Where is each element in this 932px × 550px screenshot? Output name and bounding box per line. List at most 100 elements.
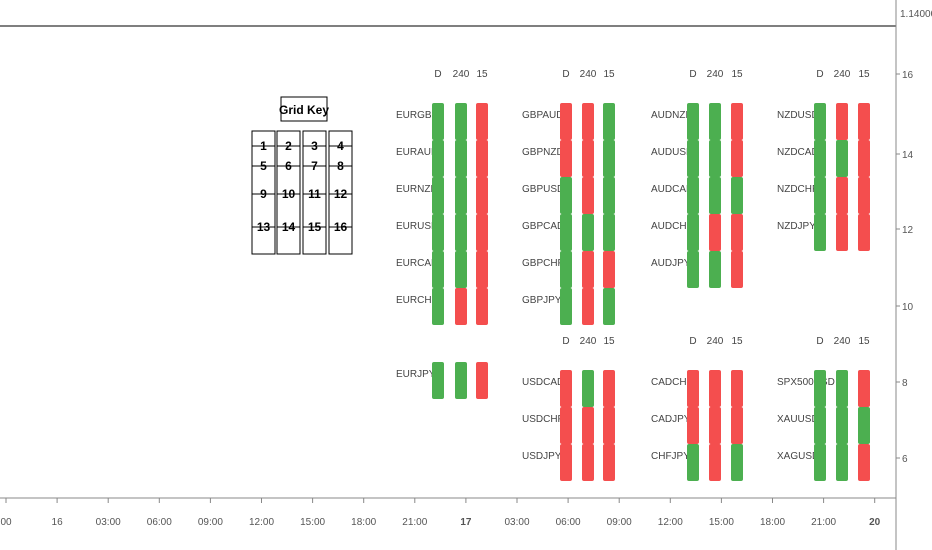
trend-cell-bull xyxy=(814,177,826,214)
pair-label: XAGUSD xyxy=(777,451,819,462)
trend-cell-bear xyxy=(858,214,870,251)
trend-cell-bull xyxy=(709,177,721,214)
x-axis-tick-label: 17 xyxy=(460,517,472,528)
grid-key-number: 5 xyxy=(260,159,267,173)
grid-key-column-box xyxy=(302,130,327,255)
grid-key-number: 1 xyxy=(260,139,267,153)
trend-cell-bull xyxy=(455,140,467,177)
trend-cell-bear xyxy=(476,214,488,251)
x-axis-tick-label: 20 xyxy=(869,517,881,528)
x-axis-tick-label: 09:00 xyxy=(198,517,223,528)
trend-cell-bull xyxy=(687,140,699,177)
y-axis-tick-label: 10 xyxy=(902,302,914,313)
trend-cell-bull xyxy=(432,140,444,177)
timeframe-header: 15 xyxy=(603,336,615,347)
grid-key-number: 11 xyxy=(308,187,321,201)
timeframe-header: D xyxy=(562,69,569,80)
grid-key-column-box xyxy=(276,130,301,255)
timeframe-header: D xyxy=(434,69,441,80)
y-axis-tick-label: 6 xyxy=(902,454,908,465)
timeframe-header: 15 xyxy=(858,69,870,80)
grid-key-number: 12 xyxy=(334,187,348,201)
trend-cell-bear xyxy=(560,444,572,481)
trend-cell-bull xyxy=(814,214,826,251)
trend-cell-bull xyxy=(836,370,848,407)
trend-cell-bear xyxy=(603,370,615,407)
trend-cell-bear xyxy=(709,407,721,444)
trend-cell-bear xyxy=(603,444,615,481)
pair-label: NZDUSD xyxy=(777,110,819,121)
trend-cell-bull xyxy=(858,407,870,444)
x-axis-tick-label: 18:00 xyxy=(760,517,785,528)
trend-cell-bull xyxy=(814,370,826,407)
trend-cell-bear xyxy=(560,370,572,407)
trend-cell-bear xyxy=(476,288,488,325)
trend-cell-bull xyxy=(432,177,444,214)
trend-cell-bull xyxy=(432,251,444,288)
timeframe-header: D xyxy=(816,69,823,80)
x-axis-tick-label: 03:00 xyxy=(504,517,529,528)
trend-cell-bull xyxy=(560,177,572,214)
trend-cell-bull xyxy=(455,177,467,214)
trend-cell-bear xyxy=(582,251,594,288)
trend-cell-bear xyxy=(560,140,572,177)
pair-label: USDCHF xyxy=(522,414,564,425)
pair-label: CHFJPY xyxy=(651,451,690,462)
trend-cell-bull xyxy=(560,288,572,325)
trend-cell-bear xyxy=(560,103,572,140)
trend-cell-bear xyxy=(582,288,594,325)
pair-label: NZDJPY xyxy=(777,221,816,232)
trend-cell-bear xyxy=(858,140,870,177)
y-axis-tick-label: 16 xyxy=(902,70,914,81)
trend-cell-bear xyxy=(603,251,615,288)
grid-key-column-box xyxy=(251,130,276,255)
trend-cell-bull xyxy=(603,214,615,251)
trend-cell-bull xyxy=(687,103,699,140)
pair-label: EURAUD xyxy=(396,147,438,158)
timeframe-header: 240 xyxy=(580,336,597,347)
grid-key-number: 10 xyxy=(282,187,296,201)
pair-label: XAUUSD xyxy=(777,414,819,425)
trend-cell-bear xyxy=(582,103,594,140)
trend-cell-bull xyxy=(731,177,743,214)
x-axis-tick-label: 09:00 xyxy=(607,517,632,528)
timeframe-header: 240 xyxy=(707,69,724,80)
timeframe-header: 15 xyxy=(858,336,870,347)
trend-cell-bear xyxy=(582,177,594,214)
timeframe-header: D xyxy=(689,69,696,80)
pair-label: AUDJPY xyxy=(651,258,691,269)
pair-label: EURCHF xyxy=(396,295,438,306)
trend-cell-bull xyxy=(836,407,848,444)
trend-cell-bull xyxy=(814,103,826,140)
trend-cell-bear xyxy=(836,214,848,251)
timeframe-header: 15 xyxy=(731,69,743,80)
pair-label: AUDCAD xyxy=(651,184,693,195)
pair-label: GBPCAD xyxy=(522,221,564,232)
trend-cell-bull xyxy=(432,362,444,399)
trend-cell-bear xyxy=(858,444,870,481)
x-axis-tick-label: 03:00 xyxy=(96,517,121,528)
trend-cell-bear xyxy=(582,444,594,481)
pair-label: GBPJPY xyxy=(522,295,562,306)
trend-cell-bear xyxy=(731,407,743,444)
pair-label: EURNZD xyxy=(396,184,438,195)
timeframe-header: 15 xyxy=(476,69,488,80)
grid-key-number: 4 xyxy=(337,139,344,153)
trend-cell-bear xyxy=(858,177,870,214)
pair-label: EURUSD xyxy=(396,221,438,232)
pair-label: GBPNZD xyxy=(522,147,564,158)
grid-key-number: 6 xyxy=(285,159,292,173)
pair-label: AUDNZD xyxy=(651,110,693,121)
trend-cell-bull xyxy=(709,251,721,288)
x-axis-tick-label: 06:00 xyxy=(556,517,581,528)
grid-key-number: 8 xyxy=(337,159,344,173)
trend-cell-bull xyxy=(814,140,826,177)
y-axis-tick-label: 14 xyxy=(902,150,914,161)
trend-cell-bear xyxy=(687,370,699,407)
trend-cell-bear xyxy=(731,251,743,288)
y-axis-tick-label: 12 xyxy=(902,225,914,236)
trend-cell-bear xyxy=(836,103,848,140)
